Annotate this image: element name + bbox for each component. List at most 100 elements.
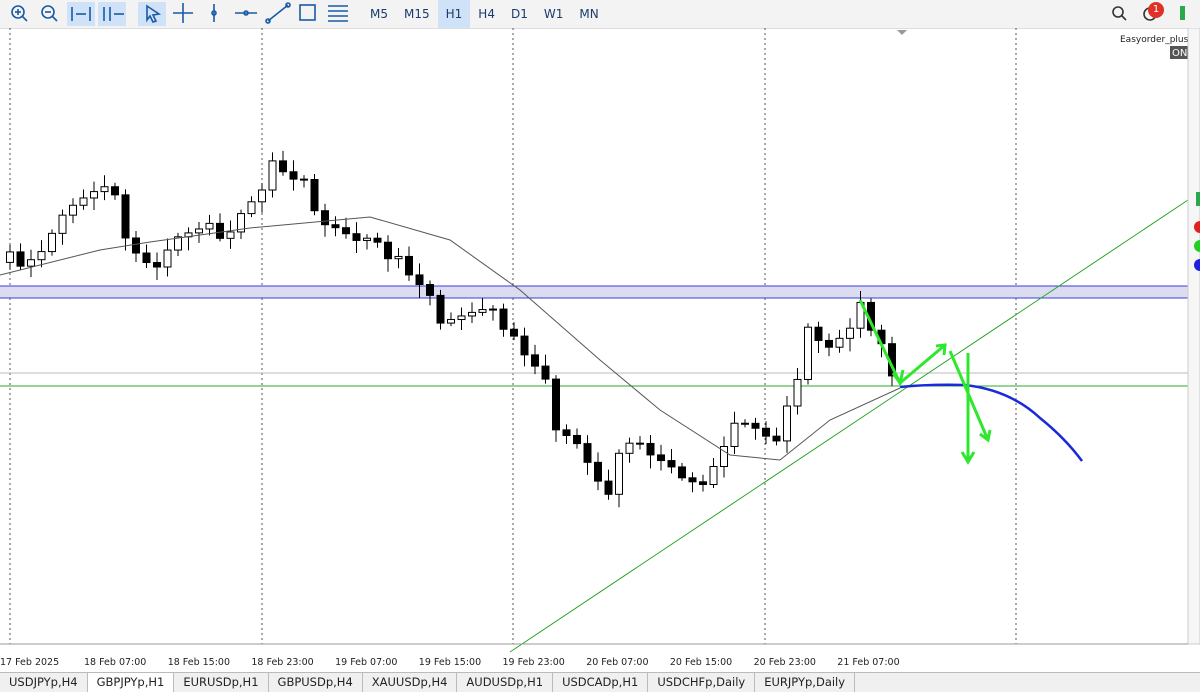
candle-body — [111, 186, 119, 196]
candle-body — [751, 422, 760, 429]
zone — [0, 286, 1188, 298]
candle-body — [667, 460, 676, 468]
candle-body — [352, 233, 361, 241]
candle-body — [37, 251, 46, 261]
candle-body — [804, 326, 812, 380]
candle-body — [709, 466, 718, 485]
symbol-tab[interactable]: EURUSDp,H1 — [174, 673, 269, 692]
indicator-state[interactable]: ON — [1172, 48, 1187, 59]
candle-body — [405, 255, 413, 276]
top-right-icons — [1112, 6, 1185, 21]
timeframe-button[interactable]: M5 — [370, 7, 388, 21]
timeframe-button[interactable]: MN — [579, 7, 599, 21]
candle-body — [426, 284, 434, 296]
candle-body — [657, 454, 665, 462]
symbol-tab[interactable]: GBPUSDp,H4 — [269, 673, 363, 692]
candle-body — [846, 327, 854, 339]
candle-body — [58, 214, 67, 234]
time-label: 20 Feb 15:00 — [670, 657, 732, 668]
candle-body — [520, 335, 529, 356]
symbol-tab[interactable]: GBPJPYp,H1 — [87, 673, 175, 692]
candle-body — [562, 429, 571, 436]
time-label: 18 Feb 07:00 — [84, 657, 146, 668]
candle-body — [604, 480, 613, 495]
candle-body — [772, 435, 781, 442]
time-label: 18 Feb 15:00 — [168, 657, 230, 668]
time-label: 19 Feb 23:00 — [503, 657, 565, 668]
candle-body — [594, 461, 602, 482]
candle-body — [415, 274, 424, 286]
time-label: 19 Feb 15:00 — [419, 657, 481, 668]
candle-body — [121, 194, 130, 239]
candle-body — [457, 315, 466, 321]
symbol-tab[interactable]: AUDUSDp,H1 — [457, 673, 554, 692]
trend-line — [509, 199, 1189, 653]
candle-body — [720, 446, 728, 467]
moving-average — [0, 216, 901, 461]
candle-body — [531, 354, 539, 367]
candle-body — [142, 252, 151, 264]
candle-body — [342, 227, 350, 235]
symbol-tab[interactable]: USDCHFp,Daily — [648, 673, 756, 692]
forecast-arrows — [858, 299, 992, 465]
candle-body — [478, 309, 487, 313]
candle-body — [499, 308, 508, 330]
toolbar: M5 M15 H1 H4 D1 W1 MN 1 — [0, 0, 1200, 29]
timeframe-button[interactable]: D1 — [510, 7, 528, 21]
candle-body — [625, 442, 634, 454]
candle-body — [132, 237, 140, 254]
candle-body — [730, 422, 739, 447]
symbol-tab[interactable]: USDCADp,H1 — [553, 673, 649, 692]
candle-body — [6, 251, 14, 263]
candle-body — [583, 443, 592, 463]
candle-body — [741, 422, 749, 425]
time-label: 19 Feb 07:00 — [335, 657, 397, 668]
candle-body — [331, 224, 340, 229]
candle-body — [678, 466, 686, 479]
symbol-tab[interactable]: EURJPYp,Daily — [755, 673, 856, 692]
candle-body — [436, 294, 445, 324]
time-label: 20 Feb 07:00 — [586, 657, 648, 668]
timeframe-button[interactable]: H1 — [437, 0, 471, 28]
candle-body — [163, 249, 172, 268]
candle-body — [321, 210, 329, 226]
candle-body — [835, 337, 844, 348]
candle-body — [16, 251, 25, 267]
candle-body — [174, 236, 182, 251]
candle-body — [247, 201, 256, 215]
candle-body — [268, 160, 277, 191]
candle-body — [373, 237, 382, 243]
timeframe-button[interactable]: H4 — [478, 7, 495, 21]
timeframes: M5 M15 H1 H4 D1 W1 MN — [362, 0, 607, 28]
price-chart: Easyorder_plus_t ON 17 Feb 2025 18 Feb 07… — [0, 28, 1200, 668]
candle-body — [237, 213, 245, 233]
indicator-label: Easyorder_plus_t — [1120, 35, 1197, 45]
candle-body — [541, 365, 550, 380]
candle-body — [394, 255, 403, 260]
candle-body — [205, 222, 214, 230]
time-label: 17 Feb 2025 — [0, 657, 59, 668]
candle-body — [783, 405, 791, 442]
candle-body — [636, 442, 644, 445]
candle-body — [699, 481, 707, 485]
symbol-tab[interactable]: XAUUSDp,H4 — [363, 673, 458, 692]
candle-body — [552, 378, 560, 431]
candle-body — [100, 186, 109, 193]
time-label: 20 Feb 23:00 — [754, 657, 816, 668]
notification-badge[interactable]: 1 — [1148, 2, 1164, 18]
candle-body — [48, 232, 56, 253]
candle-body — [793, 378, 802, 407]
timeframe-button[interactable]: W1 — [543, 7, 564, 21]
symbol-tab[interactable]: USDJPYp,H4 — [0, 673, 88, 692]
candle-body — [825, 339, 833, 348]
forecast-curve — [899, 383, 1084, 462]
candle-body — [688, 477, 697, 483]
candle-body — [69, 204, 77, 216]
timeframe-button[interactable]: M15 — [404, 7, 430, 21]
shift-marker — [897, 30, 907, 35]
candle-body — [226, 231, 235, 239]
candle-body — [289, 171, 298, 180]
candle-body — [195, 228, 203, 234]
candle-body — [79, 197, 88, 206]
